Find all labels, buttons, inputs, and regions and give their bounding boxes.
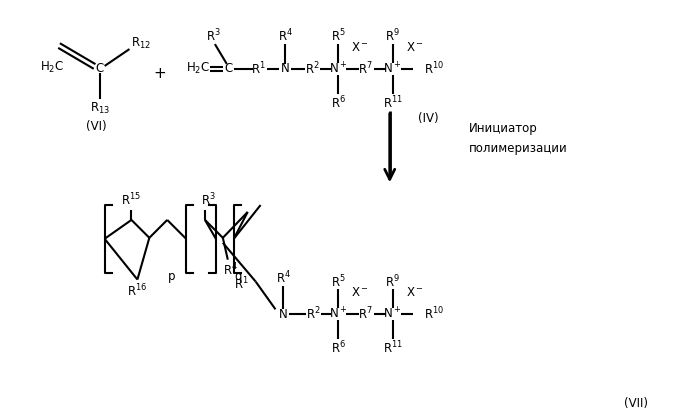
Text: N$^+$: N$^+$ — [329, 307, 347, 322]
Text: R$^7$: R$^7$ — [359, 61, 373, 77]
Text: (VII): (VII) — [624, 397, 648, 410]
Text: R$^4$: R$^4$ — [276, 269, 291, 286]
Text: R$^{10}$: R$^{10}$ — [424, 61, 445, 77]
Text: R$^6$: R$^6$ — [331, 340, 345, 357]
Text: X$^-$: X$^-$ — [351, 41, 369, 54]
Text: X$^-$: X$^-$ — [405, 286, 424, 299]
Text: R$^{15}$: R$^{15}$ — [122, 192, 141, 208]
Text: N: N — [279, 308, 288, 321]
Text: R$^3$: R$^3$ — [201, 192, 215, 208]
Text: R$^9$: R$^9$ — [385, 273, 400, 290]
Text: +: + — [153, 66, 166, 81]
Text: R$_{12}$: R$_{12}$ — [131, 36, 152, 51]
Text: Инициатор: Инициатор — [469, 122, 538, 135]
Text: R$^9$: R$^9$ — [385, 28, 400, 44]
Text: (VI): (VI) — [87, 120, 107, 133]
Text: N$^+$: N$^+$ — [384, 307, 402, 322]
Text: R$^{10}$: R$^{10}$ — [424, 306, 445, 323]
Text: H$_2$C: H$_2$C — [40, 59, 64, 75]
Text: (IV): (IV) — [418, 112, 439, 125]
Text: C: C — [224, 62, 233, 75]
Text: R$^1$: R$^1$ — [234, 276, 249, 293]
Text: R$^2$: R$^2$ — [306, 306, 321, 323]
Text: R$^5$: R$^5$ — [331, 273, 345, 290]
Text: R$^{11}$: R$^{11}$ — [383, 94, 403, 111]
Text: R$^7$: R$^7$ — [359, 306, 373, 323]
Text: R$^5$: R$^5$ — [331, 28, 345, 44]
Text: R$_{13}$: R$_{13}$ — [89, 101, 110, 116]
Text: R$^6$: R$^6$ — [331, 94, 345, 111]
Text: R$^3$: R$^3$ — [206, 28, 220, 44]
Text: R$^{16}$: R$^{16}$ — [127, 283, 147, 300]
Text: X$^-$: X$^-$ — [405, 41, 424, 54]
Text: N: N — [281, 62, 290, 75]
Text: R$^2$: R$^2$ — [305, 61, 319, 77]
Text: p: p — [168, 270, 175, 283]
Text: R$^4$: R$^4$ — [223, 261, 238, 278]
Text: N$^+$: N$^+$ — [384, 61, 402, 77]
Text: X$^-$: X$^-$ — [351, 286, 369, 299]
Text: q: q — [234, 270, 241, 283]
Text: C: C — [96, 62, 103, 75]
Text: R$^1$: R$^1$ — [251, 61, 266, 77]
Text: R$^4$: R$^4$ — [278, 28, 293, 44]
Text: H$_2$C: H$_2$C — [186, 62, 210, 77]
Text: R$^{11}$: R$^{11}$ — [383, 340, 403, 357]
Text: N$^+$: N$^+$ — [329, 61, 347, 77]
Text: полимеризации: полимеризации — [469, 142, 568, 155]
